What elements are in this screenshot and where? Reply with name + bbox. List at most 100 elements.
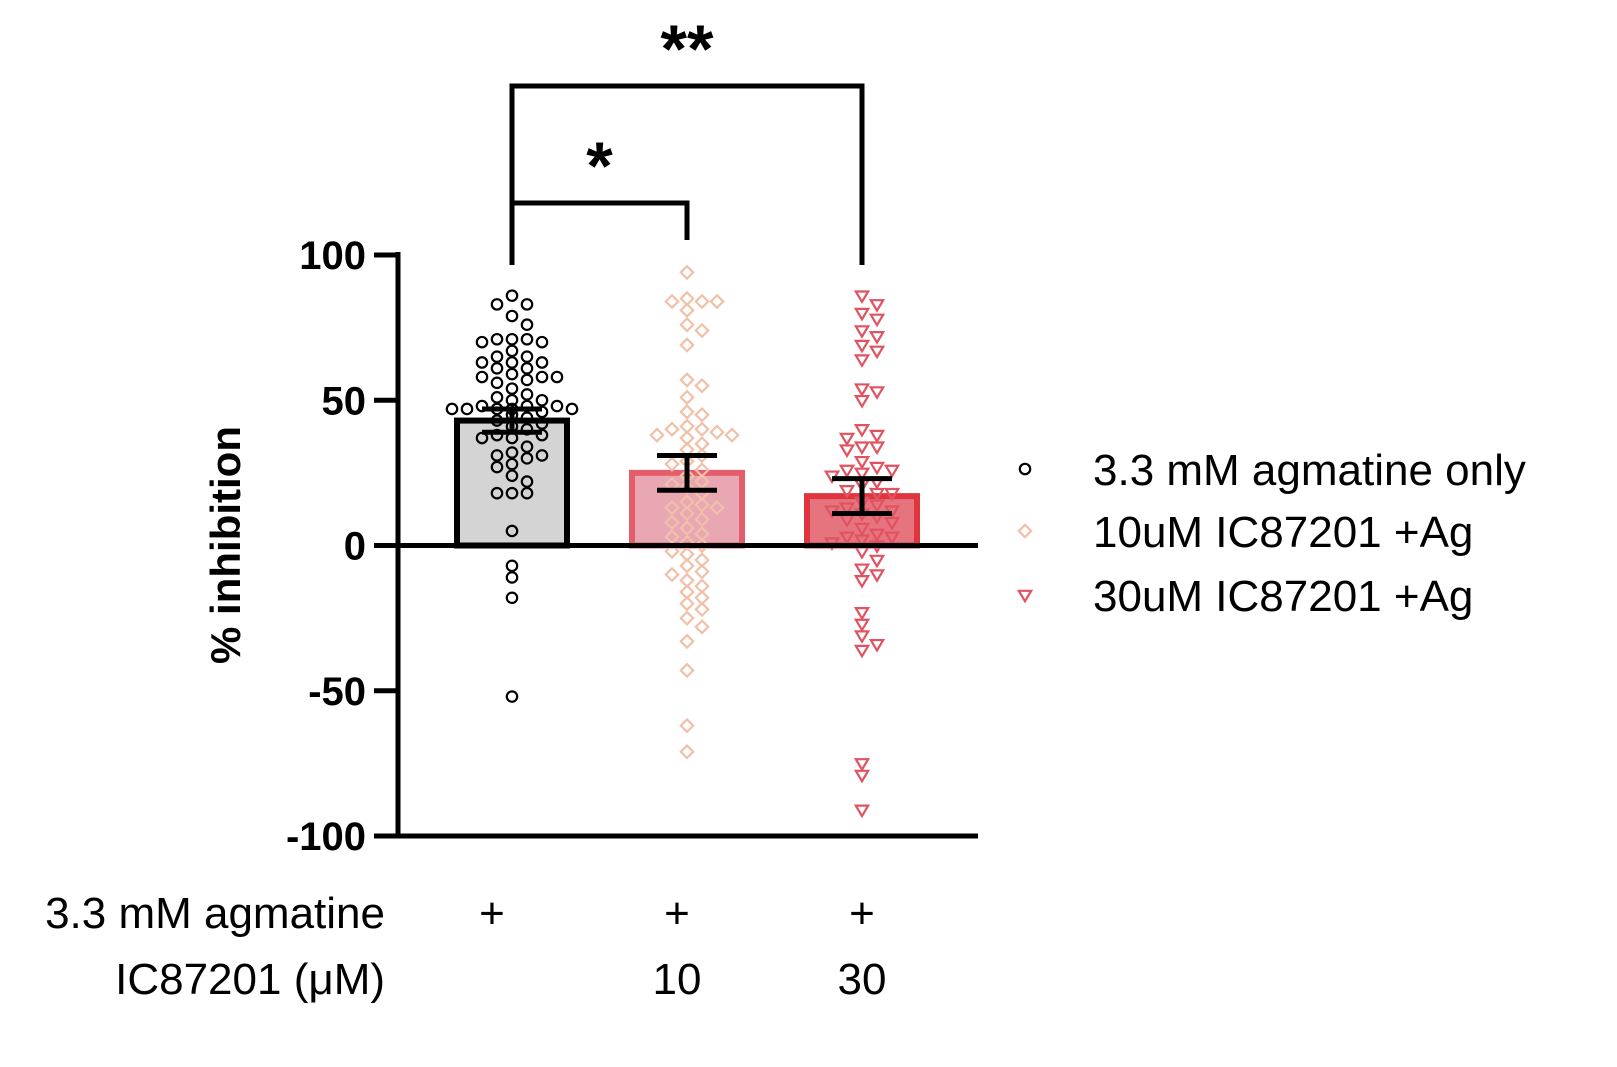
data-point xyxy=(505,393,519,407)
y-tick-label: 0 xyxy=(344,525,366,569)
data-point xyxy=(490,298,504,311)
data-point xyxy=(883,464,901,479)
data-point xyxy=(664,499,680,516)
data-point xyxy=(505,690,519,703)
data-point xyxy=(535,417,549,430)
data-point xyxy=(679,389,695,406)
data-point xyxy=(694,377,710,394)
data-point xyxy=(505,344,519,358)
data-point xyxy=(868,313,886,328)
condition-table: 3.3 mM agmatine + + + IC87201 (μM) 10 30 xyxy=(45,889,886,1004)
data-point xyxy=(490,361,504,375)
y-tick-label: -50 xyxy=(308,670,366,714)
data-point xyxy=(679,505,695,522)
data-point xyxy=(664,456,680,472)
data-point xyxy=(853,546,871,560)
data-point xyxy=(694,293,710,310)
data-point xyxy=(535,393,549,407)
data-point xyxy=(853,325,871,339)
data-point xyxy=(868,441,886,456)
data-point xyxy=(679,520,695,536)
condition-value: + xyxy=(664,889,690,938)
data-point xyxy=(853,307,871,322)
significance-label: * xyxy=(586,128,613,204)
data-point xyxy=(490,332,504,346)
data-point xyxy=(694,421,710,438)
data-point xyxy=(520,361,534,375)
data-point xyxy=(868,528,886,543)
significance-label: ** xyxy=(661,11,714,87)
data-point xyxy=(505,591,519,605)
data-point xyxy=(520,332,534,346)
data-point xyxy=(679,610,695,626)
condition-value: 30 xyxy=(838,955,887,1004)
data-point xyxy=(679,372,695,388)
data-point xyxy=(679,633,695,650)
data-point xyxy=(853,467,871,482)
data-point xyxy=(505,332,519,346)
data-point xyxy=(505,382,519,395)
data-point xyxy=(490,460,504,474)
data-point xyxy=(853,522,871,537)
data-point xyxy=(853,383,871,397)
data-point xyxy=(535,370,549,384)
data-point xyxy=(883,487,901,502)
data-point xyxy=(868,331,886,345)
data-point xyxy=(694,619,710,635)
data-point xyxy=(868,554,886,569)
significance-brackets: *** xyxy=(509,11,865,265)
data-point xyxy=(679,264,695,281)
significance-bracket xyxy=(509,200,690,265)
data-point xyxy=(679,743,695,760)
data-point xyxy=(505,446,519,459)
data-point xyxy=(490,376,504,390)
data-point xyxy=(838,432,856,447)
data-point xyxy=(838,531,856,546)
condition-value: 10 xyxy=(653,955,702,1004)
data-point xyxy=(664,293,680,310)
data-point xyxy=(520,350,534,363)
data-point xyxy=(694,563,710,580)
data-point xyxy=(649,427,665,443)
data-point xyxy=(505,486,519,500)
data-point xyxy=(853,290,871,305)
data-point xyxy=(535,356,549,369)
data-point xyxy=(883,531,901,546)
data-point xyxy=(505,289,519,302)
data-point xyxy=(883,516,901,531)
data-point xyxy=(505,367,519,381)
y-tick-label: 50 xyxy=(322,379,367,423)
data-point xyxy=(505,524,519,538)
data-point xyxy=(853,339,871,354)
data-point xyxy=(853,354,871,368)
data-point xyxy=(679,302,695,318)
data-point xyxy=(550,399,564,413)
legend-marker xyxy=(1018,462,1032,476)
data-point xyxy=(868,569,886,583)
data-point xyxy=(694,407,710,423)
data-point xyxy=(853,769,871,784)
data-point xyxy=(853,575,871,589)
data-point xyxy=(664,421,680,438)
data-point xyxy=(679,479,695,496)
data-point xyxy=(490,486,504,500)
data-point xyxy=(565,402,579,416)
data-point xyxy=(868,487,886,502)
data-point xyxy=(475,370,489,384)
data-point xyxy=(490,350,504,363)
data-point xyxy=(853,394,871,409)
significance-bracket xyxy=(509,83,865,265)
data-point xyxy=(520,452,534,465)
data-point xyxy=(853,534,871,549)
data-point xyxy=(679,662,695,679)
data-point xyxy=(709,293,725,310)
data-point xyxy=(475,335,489,349)
data-point xyxy=(664,514,680,531)
data-point xyxy=(520,298,534,311)
data-point xyxy=(475,356,489,369)
data-point xyxy=(520,440,534,454)
legend-marker xyxy=(1016,589,1034,604)
y-tick-label: 100 xyxy=(299,234,366,278)
data-point xyxy=(838,464,856,479)
data-point xyxy=(709,424,725,440)
